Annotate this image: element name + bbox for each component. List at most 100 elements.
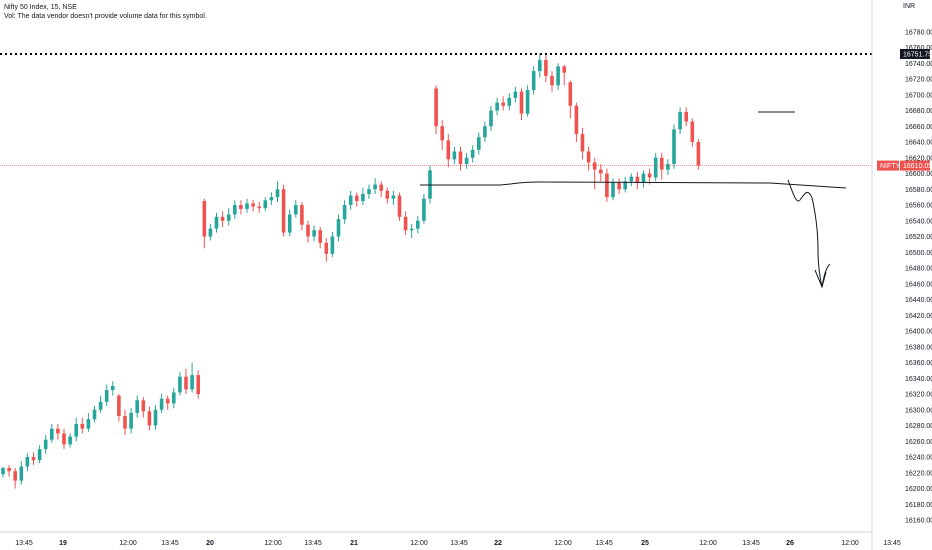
candle-body (409, 228, 414, 231)
candle (666, 159, 670, 176)
candle-body (623, 181, 627, 190)
candle (208, 223, 213, 241)
currency-label: INR (903, 3, 915, 10)
candle-body (672, 129, 676, 165)
candle-body (123, 416, 127, 429)
candle (385, 187, 390, 204)
candle (361, 187, 365, 205)
candle-body (678, 112, 682, 130)
candle (562, 64, 566, 86)
candle (416, 216, 420, 234)
candle (684, 107, 688, 127)
candle-body (538, 60, 542, 72)
candle-body (1, 468, 5, 475)
candle-body (416, 220, 420, 229)
candle-body (165, 398, 170, 404)
candle-body (373, 184, 377, 190)
price-tick-label: 16300.00 (905, 407, 932, 414)
candle-body (281, 189, 286, 233)
level-price-value: 16751.75 (903, 51, 932, 58)
candle (501, 96, 505, 111)
candle (458, 146, 463, 171)
candle-body (275, 189, 280, 198)
price-tick-label: 16380.00 (905, 344, 932, 351)
price-axis[interactable]: INR 16160.00 16180.00 16200.00 16220.00 16240… (871, 0, 932, 550)
candle-body (74, 423, 78, 437)
price-tick-label: 16600.00 (905, 171, 932, 178)
candle (25, 453, 30, 472)
candle (214, 212, 219, 233)
candle (226, 208, 231, 226)
candle (379, 181, 383, 198)
time-tick-label: 26 (786, 540, 794, 547)
candle-body (653, 157, 658, 178)
candle (306, 220, 310, 243)
candle (111, 381, 115, 396)
last-price-symbol: NIFTY (880, 163, 901, 170)
candle (318, 227, 322, 249)
time-tick-label: 12:00 (699, 540, 717, 547)
candle (647, 168, 652, 185)
candle (495, 97, 499, 116)
candle-body (98, 401, 103, 410)
candle (19, 460, 24, 485)
candle-body (336, 219, 341, 237)
candle (86, 412, 91, 432)
price-tick-label: 16780.00 (905, 29, 932, 36)
candle (568, 80, 573, 119)
candle-body (391, 195, 396, 199)
price-tick-label: 16680.00 (905, 108, 932, 115)
candle-body (172, 392, 176, 404)
candle (531, 66, 536, 95)
candle (281, 184, 286, 237)
candle-body (13, 471, 17, 481)
candle (544, 53, 548, 83)
price-tick-label: 16360.00 (905, 360, 932, 367)
candle-body (117, 395, 121, 417)
candle-body (251, 203, 255, 207)
price-tick-label: 16620.00 (905, 155, 932, 162)
time-tick-label: 12:00 (841, 540, 859, 547)
time-tick-label: 22 (494, 540, 502, 547)
candle-body (458, 151, 463, 165)
support-trendline[interactable] (420, 181, 847, 189)
time-tick-label: 12:00 (264, 540, 282, 547)
candle-body (104, 390, 109, 402)
candle-body (111, 386, 115, 391)
time-axis[interactable]: 13:45 19 12:00 13:45 20 12:00 13:45 21 12:00 13:4… (0, 531, 901, 547)
candle (397, 192, 402, 221)
price-tick-label: 16740.00 (905, 61, 932, 68)
candle-body (37, 449, 42, 461)
projection-path[interactable] (787, 179, 831, 288)
price-tick-label: 16640.00 (905, 140, 932, 147)
candle-body (80, 423, 85, 429)
candle (470, 145, 475, 163)
candle (586, 146, 591, 171)
candle-body (550, 75, 554, 86)
candle-body (68, 436, 72, 445)
candle-body (440, 126, 444, 141)
candle (483, 121, 487, 142)
candle-body (294, 205, 298, 215)
candle-body (196, 375, 200, 394)
candle-body (312, 230, 316, 237)
candle-body (245, 203, 249, 209)
time-tick-label: 12:00 (119, 540, 137, 547)
candle (159, 394, 164, 413)
candle-body (263, 200, 268, 209)
candle (300, 201, 304, 231)
candle (556, 63, 560, 91)
candle-body (318, 230, 322, 243)
candle-body (178, 376, 182, 393)
price-tick-label: 16700.00 (905, 92, 932, 99)
symbol-title[interactable]: Nifty 50 Index, 15, NSE (4, 4, 77, 11)
candle-body (367, 189, 371, 194)
candle-body (86, 419, 91, 429)
candle (56, 423, 60, 440)
candle (464, 153, 469, 169)
last-price-tag: NIFTY 16610.05 (877, 160, 932, 171)
time-tick-label: 12:00 (554, 540, 572, 547)
candle (617, 178, 621, 194)
candle-body (226, 214, 231, 221)
